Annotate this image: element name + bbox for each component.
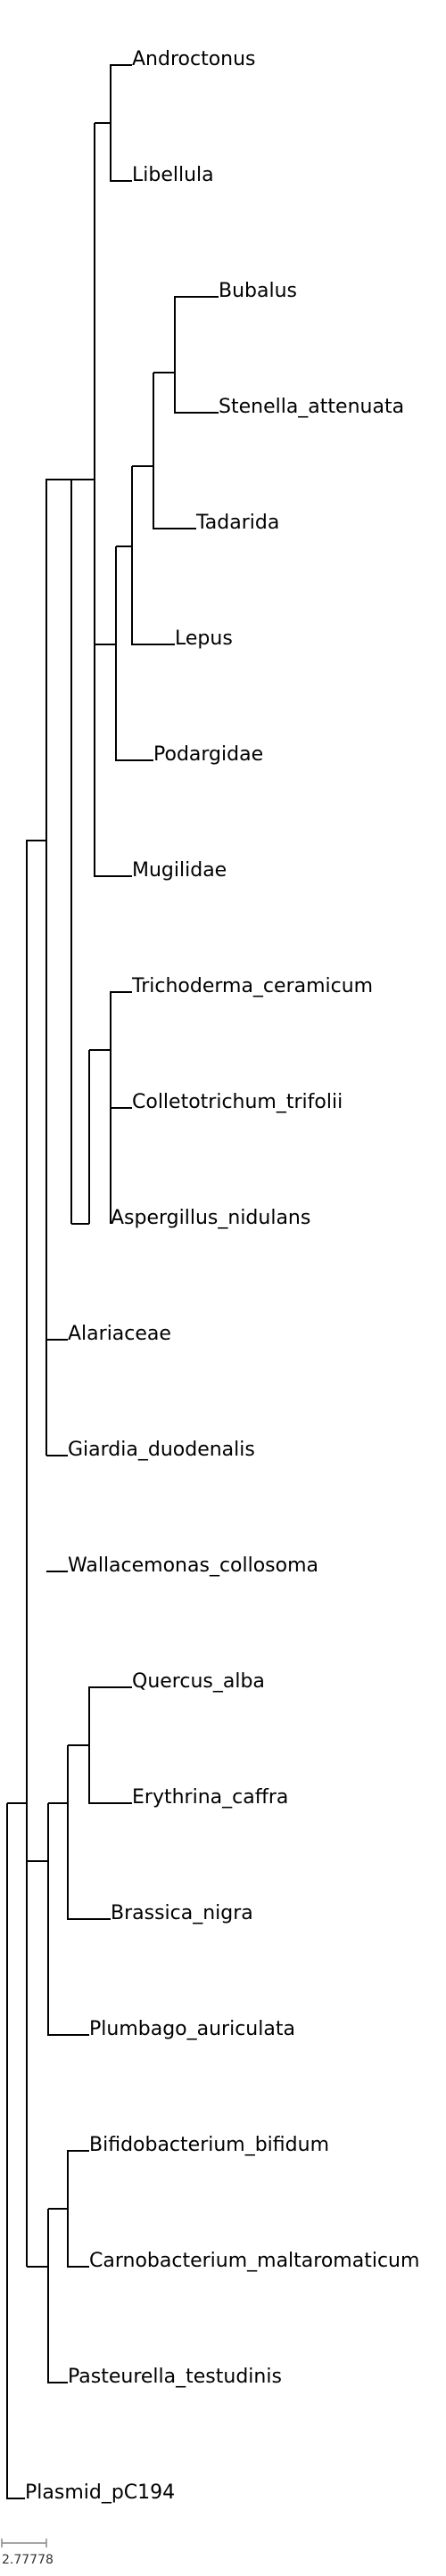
taxon-label: Stenella_attenuata <box>219 396 404 418</box>
tree-branch <box>110 1050 132 1109</box>
tree-branch <box>26 1803 48 1862</box>
tree-branch <box>88 1745 132 1804</box>
taxon-label: Quercus_alba <box>132 1670 265 1693</box>
tree-branch <box>67 1803 111 1920</box>
taxon-labels: Androctonus Libellula Bubalus Stenella_a… <box>25 48 419 2504</box>
tree-branch <box>110 64 132 123</box>
taxon-label: Lepus <box>175 628 233 650</box>
taxon-label: Plasmid_pC194 <box>25 2482 175 2504</box>
taxon-label: Bifidobacterium_bifidum <box>89 2134 329 2156</box>
tree-branch <box>174 373 219 414</box>
tree-branch <box>110 991 132 1050</box>
tree-branch <box>26 840 46 1456</box>
taxon-label: Pasteurella_testudinis <box>68 2366 282 2388</box>
tree-branch <box>67 2209 89 2268</box>
taxon-label: Alariaceae <box>68 1323 171 1345</box>
taxon-label: Androctonus <box>132 48 256 70</box>
tree-branch <box>115 644 153 761</box>
tree-branch <box>45 479 71 841</box>
tree-branch <box>67 2150 89 2209</box>
taxon-label: Bubalus <box>219 280 297 302</box>
taxon-label: Mugilidae <box>132 859 227 882</box>
tree-branch <box>153 466 196 529</box>
tree-branch <box>94 480 132 877</box>
scale-bar: 2.77778 <box>1 2539 54 2567</box>
tree-branch <box>6 1803 25 2499</box>
taxon-label: Plumbago_auriculata <box>89 2018 295 2040</box>
taxon-label: Tadarida <box>195 512 279 534</box>
taxon-label: Trichoderma_ceramicum <box>131 975 373 997</box>
tree-branch <box>110 123 132 182</box>
taxon-label: Wallacemonas_collosoma <box>68 1555 318 1577</box>
tree-branch <box>88 1686 132 1745</box>
taxon-label: Giardia_duodenalis <box>68 1439 255 1461</box>
scale-bar-label: 2.77778 <box>2 2553 54 2567</box>
tree-branches <box>6 64 219 2499</box>
taxon-label: Podargidae <box>153 743 263 766</box>
tree-branch <box>47 2267 68 2383</box>
taxon-label: Carnobacterium_maltaromaticum <box>89 2250 419 2272</box>
tree-branch <box>174 296 219 373</box>
tree-branch <box>47 1861 89 2036</box>
taxon-label: Brassica_nigra <box>111 1902 253 1924</box>
taxon-label: Colletotrichum_trifolii <box>132 1091 343 1113</box>
taxon-label: Aspergillus_nidulans <box>111 1207 310 1229</box>
taxon-label: Erythrina_caffra <box>132 1786 288 1809</box>
tree-branch <box>131 546 175 645</box>
taxon-label: Libellula <box>132 164 214 186</box>
